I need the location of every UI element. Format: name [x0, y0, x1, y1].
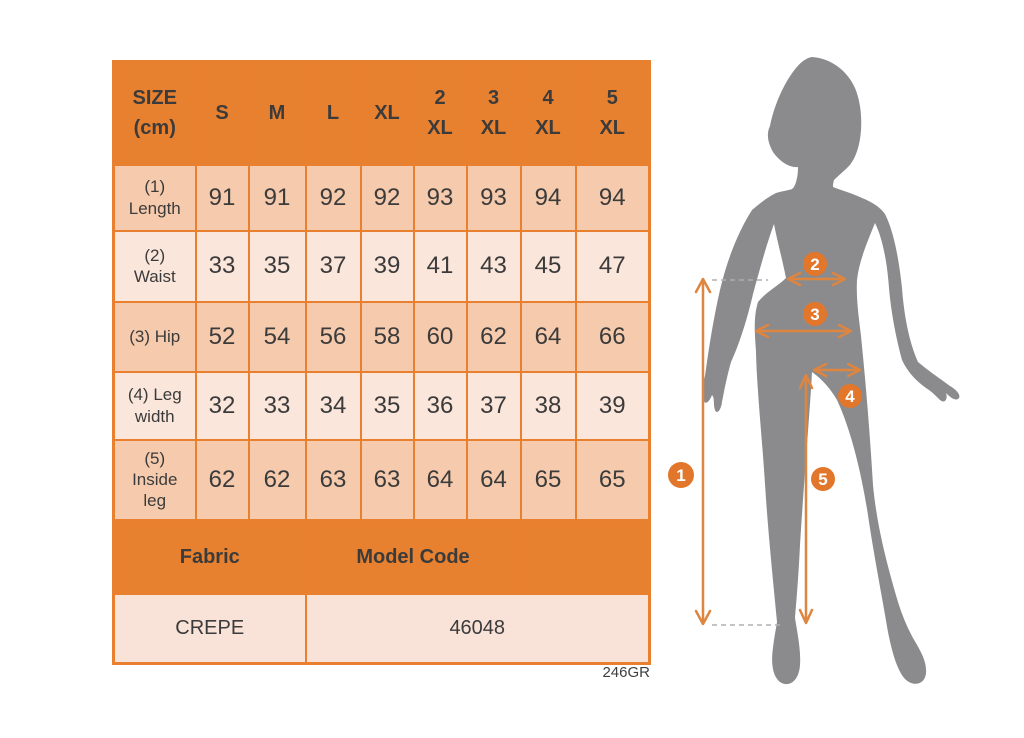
size-cell: 56 [304, 300, 362, 373]
fabric-header-cell: Fabric [112, 518, 307, 595]
measure-arrow-waist [786, 271, 847, 287]
size-cell: 41 [412, 229, 468, 303]
marker-1-length: 1 [668, 462, 694, 488]
size-cell: 39 [359, 229, 415, 303]
product-code-label: 246GR [602, 664, 650, 681]
size-cell: 62 [247, 438, 307, 521]
size-col-header-5xl: 5 XL [574, 60, 651, 166]
measurement-figure: 1 2 3 4 5 [668, 57, 960, 685]
size-cell: 91 [194, 163, 250, 232]
table-footer-value-row: CREPE 46048 [112, 592, 651, 665]
size-cell: 47 [574, 229, 651, 303]
size-cell: 65 [519, 438, 577, 521]
table-row-inside-leg: (5) Inside leg 62 62 63 63 64 64 65 65 [112, 438, 651, 521]
svg-text:1: 1 [676, 466, 685, 485]
table-row-hip: (3) Hip 52 54 56 58 60 62 64 66 [112, 300, 651, 373]
size-cell: 63 [304, 438, 362, 521]
model-code-value-cell: 46048 [304, 592, 651, 665]
size-cell: 38 [519, 370, 577, 441]
table-row-leg-width: (4) Leg width 32 33 34 35 36 37 38 39 [112, 370, 651, 441]
size-table-container: SIZE (cm) S M L XL 2 XL 3 XL 4 XL 5 XL (… [112, 60, 651, 665]
size-cell: 35 [247, 229, 307, 303]
measure-arrow-leg-width [812, 362, 862, 378]
table-row-waist: (2) Waist 33 35 37 39 41 43 45 47 [112, 229, 651, 303]
size-cell: 39 [574, 370, 651, 441]
size-cell: 33 [194, 229, 250, 303]
size-cell: 62 [194, 438, 250, 521]
row-label: (4) Leg width [112, 370, 197, 441]
table-header-row: SIZE (cm) S M L XL 2 XL 3 XL 4 XL 5 XL [112, 60, 651, 166]
row-label: (2) Waist [112, 229, 197, 303]
table-row-length: (1) Length 91 91 92 92 93 93 94 94 [112, 163, 651, 232]
size-col-header-3xl: 3 XL [465, 60, 522, 166]
size-cell: 33 [247, 370, 307, 441]
size-cell: 37 [465, 370, 522, 441]
size-cell: 94 [519, 163, 577, 232]
svg-text:3: 3 [810, 305, 819, 324]
size-cell: 91 [247, 163, 307, 232]
size-cell: 36 [412, 370, 468, 441]
size-cell: 37 [304, 229, 362, 303]
svg-text:5: 5 [818, 470, 827, 489]
size-col-header-2xl: 2 XL [412, 60, 468, 166]
size-cell: 93 [465, 163, 522, 232]
row-label: (5) Inside leg [112, 438, 197, 521]
model-code-header-cell: Model Code [304, 518, 522, 595]
size-cell: 62 [465, 300, 522, 373]
row-label: (3) Hip [112, 300, 197, 373]
marker-4-leg-width: 4 [838, 384, 862, 408]
size-cell: 35 [359, 370, 415, 441]
size-cell: 94 [574, 163, 651, 232]
unit-header-cell: SIZE (cm) [112, 60, 197, 166]
size-cell: 92 [359, 163, 415, 232]
size-cell: 92 [304, 163, 362, 232]
size-col-header-l: L [304, 60, 362, 166]
size-col-header-4xl: 4 XL [519, 60, 577, 166]
svg-text:4: 4 [845, 387, 855, 406]
row-label: (1) Length [112, 163, 197, 232]
size-cell: 64 [519, 300, 577, 373]
size-cell: 54 [247, 300, 307, 373]
size-cell: 58 [359, 300, 415, 373]
measure-arrow-inside-leg [798, 373, 814, 625]
marker-2-waist: 2 [803, 252, 827, 276]
marker-3-hip: 3 [803, 302, 827, 326]
size-table: SIZE (cm) S M L XL 2 XL 3 XL 4 XL 5 XL (… [112, 60, 651, 665]
size-col-header-m: M [247, 60, 307, 166]
size-cell: 43 [465, 229, 522, 303]
size-cell: 63 [359, 438, 415, 521]
size-cell: 52 [194, 300, 250, 373]
size-cell: 32 [194, 370, 250, 441]
size-cell: 34 [304, 370, 362, 441]
table-footer-header-row: Fabric Model Code [112, 518, 651, 595]
size-cell: 45 [519, 229, 577, 303]
size-cell: 64 [465, 438, 522, 521]
size-col-header-xl: XL [359, 60, 415, 166]
measure-arrow-hip [754, 323, 853, 339]
size-cell: 65 [574, 438, 651, 521]
footer-header-spacer [519, 518, 651, 595]
size-col-header-s: S [194, 60, 250, 166]
size-cell: 64 [412, 438, 468, 521]
size-cell: 60 [412, 300, 468, 373]
size-cell: 93 [412, 163, 468, 232]
fabric-value-cell: CREPE [112, 592, 307, 665]
measure-arrow-length [694, 277, 712, 626]
marker-5-inside-leg: 5 [811, 467, 835, 491]
svg-text:2: 2 [810, 255, 819, 274]
size-cell: 66 [574, 300, 651, 373]
